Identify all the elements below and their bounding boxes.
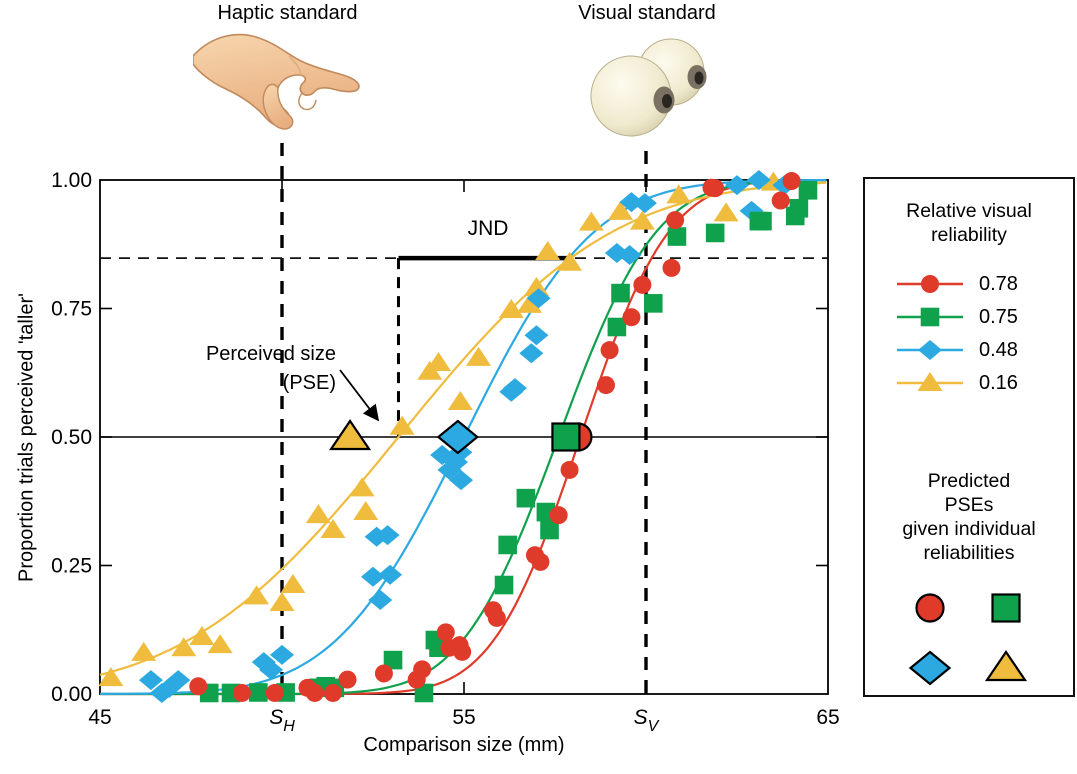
front-pupil [662,94,672,108]
knuckle-line [288,55,302,77]
legend-value: 0.75 [979,305,1018,328]
predicted-pse-line3: given individual [902,518,1036,540]
predicted-pse-red-circle [907,587,953,627]
legend-value: 0.16 [979,371,1018,394]
svg-text:SH: SH [269,706,295,735]
back-pupil [694,71,704,85]
thumb [262,83,294,130]
predicted-pse-title: Predicted PSEs given individual reliabil… [865,469,1073,565]
predicted-pse-green-square [983,587,1029,627]
svg-text:0.00: 0.00 [51,683,92,706]
pse-annotation-line1: Perceived size [205,343,336,365]
red-circle-line-sample [895,271,965,297]
svg-text:0.25: 0.25 [51,555,92,578]
visual-standard-label: Visual standard [578,2,716,24]
y-axis-title: Proportion trials perceived 'taller' [15,293,38,582]
legend-title-line2: reliability [931,224,1007,246]
hand-illustration [193,33,360,130]
legend-value: 0.78 [979,272,1018,295]
predicted-pse-blue-diamond [907,647,953,687]
predicted-pse-line4: reliabilities [923,542,1015,564]
svg-text:45: 45 [88,706,111,729]
legend-value: 0.48 [979,338,1018,361]
eyeballs-illustration [590,38,707,137]
yellow-triangle-line-sample [895,370,965,396]
svg-text:55: 55 [452,706,475,729]
legend-title: Relative visual reliability [865,199,1073,247]
x-axis-title: Comparison size (mm) [363,734,565,756]
pse-annotation-line2: (PSE) [282,372,336,394]
svg-text:1.00: 1.00 [51,169,92,192]
svg-text:SV: SV [634,706,660,735]
predicted-pse-line1: Predicted [927,470,1011,492]
legend-title-line1: Relative visual [906,200,1032,222]
finger-curl-line [298,92,317,111]
legend-item-0-78: 0.78 [895,271,1018,297]
legend-box: Relative visual reliability 0.78 0.75 0.… [863,177,1075,697]
predicted-pse-line2: PSEs [944,494,994,516]
haptic-standard-label: Haptic standard [217,2,358,24]
legend-item-0-48: 0.48 [895,337,1018,363]
legend-item-0-75: 0.75 [895,304,1018,330]
predicted-pse-yellow-triangle [983,647,1029,687]
svg-text:0.75: 0.75 [51,298,92,321]
blue-diamond-line-sample [895,337,965,363]
green-square-line-sample [895,304,965,330]
svg-text:65: 65 [816,706,839,729]
legend-item-0-16: 0.16 [895,370,1018,396]
jnd-label: JND [467,217,509,240]
svg-text:0.50: 0.50 [51,426,92,449]
pse-annotation: Perceived size (PSE) [168,340,336,398]
